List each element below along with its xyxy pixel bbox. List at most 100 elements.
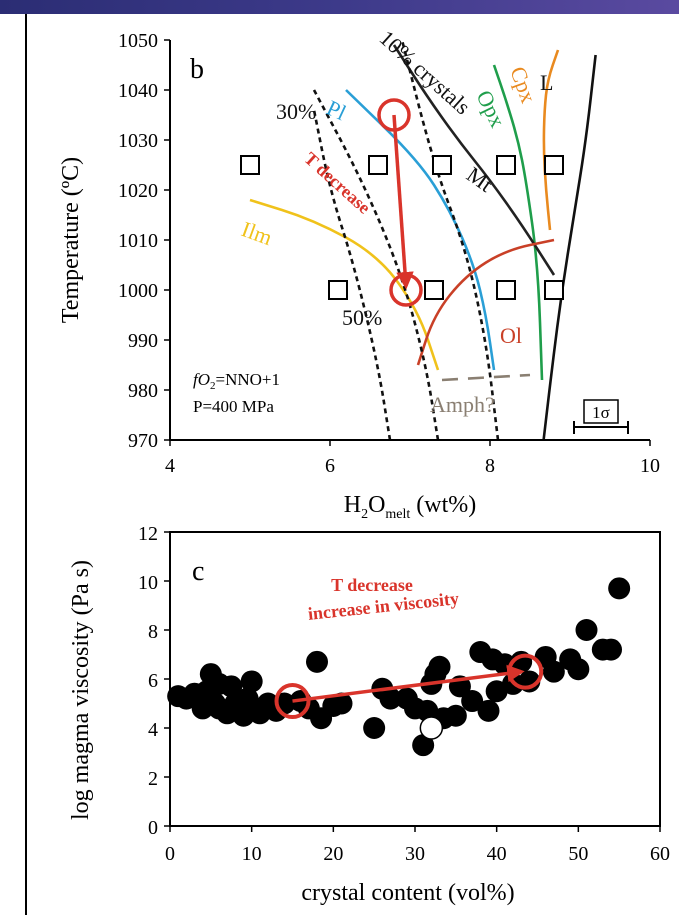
data-point <box>575 619 598 641</box>
curve-amph <box>441 373 531 382</box>
experiment-square <box>432 155 452 175</box>
label-30pct: 30% <box>276 99 316 124</box>
panel-c-xtick-label: 30 <box>405 843 425 865</box>
panel-c-ylabel: log magma viscosity (Pa s) <box>68 560 94 820</box>
curve-opx <box>492 64 544 381</box>
data-point <box>600 638 622 661</box>
panel-b-experiments <box>240 155 564 300</box>
trend-start-circle <box>274 683 311 720</box>
experiment-square <box>328 280 348 300</box>
data-point <box>461 690 484 713</box>
panel-b-letter: b <box>190 54 204 85</box>
panel-c-xtick-label: 0 <box>165 843 175 865</box>
top-band <box>0 0 679 14</box>
data-point <box>412 734 435 757</box>
panel-c-ytick-label: 2 <box>148 768 158 790</box>
curve-mt <box>392 44 556 276</box>
panel-c: 0 2 4 6 8 10 12 0 10 20 30 40 50 60 c log magma visco… <box>68 523 670 906</box>
panel-b-xtick-label: 6 <box>325 455 335 477</box>
panel-b-axes <box>169 40 650 441</box>
curve-ilm <box>249 198 440 371</box>
data-point <box>330 692 353 715</box>
experiment-square <box>240 155 260 175</box>
label-t-decrease: T decrease <box>300 148 374 218</box>
panel-c-ytick-label: 8 <box>148 621 158 643</box>
panel-c-letter: c <box>192 556 204 587</box>
panel-c-points <box>167 577 631 757</box>
panel-b-ytick-label: 1000 <box>118 280 158 302</box>
panel-c-xtick-label: 10 <box>242 843 262 865</box>
panel-c-ytick-label: 0 <box>148 817 158 839</box>
label-ilm: Ilm <box>238 216 275 250</box>
data-point <box>567 658 590 681</box>
data-point <box>220 675 243 698</box>
panel-c-ytick-label: 12 <box>138 523 158 545</box>
curve-cpx <box>542 49 560 231</box>
data-point <box>608 577 631 600</box>
panel-b-ytick-label: 1020 <box>118 180 158 202</box>
sigma-errorbar: 1σ <box>573 399 629 434</box>
fo2-note: fO2=NNO+1 <box>193 370 280 392</box>
data-point <box>428 655 451 678</box>
data-point <box>542 660 565 683</box>
panel-c-xtick-label: 40 <box>487 843 507 865</box>
data-point <box>477 699 500 722</box>
data-point <box>232 704 255 727</box>
panel-b: 970 980 990 1000 1010 1020 1030 1040 1050 4 6 8 10 b… <box>58 25 660 522</box>
label-50pct: 50% <box>342 305 382 330</box>
curve-ol <box>416 238 555 366</box>
cooling-arrow <box>392 114 414 290</box>
panel-c-ticks: 0 2 4 6 8 10 12 0 10 20 30 40 50 60 <box>138 523 670 865</box>
trend-arrow <box>292 664 525 703</box>
curve-10-crystals <box>400 39 500 441</box>
panel-b-ylabel: Temperature (ºC) <box>58 157 84 323</box>
panel-b-xtick-label: 8 <box>485 455 495 477</box>
curve-l <box>542 54 597 441</box>
annot-t-decrease: T decrease <box>331 575 413 595</box>
experiment-square <box>368 155 388 175</box>
data-point <box>444 704 467 727</box>
panel-b-curves <box>249 39 597 441</box>
panel-b-xtick-label: 10 <box>640 455 660 477</box>
curve-30 <box>312 89 440 441</box>
data-point <box>363 717 386 739</box>
panel-c-xlabel: crystal content (vol%) <box>301 880 514 906</box>
curve-50 <box>312 109 392 441</box>
panel-c-ytick-label: 10 <box>138 572 158 594</box>
data-point-hollow <box>419 716 444 740</box>
panel-b-cooling-path <box>377 98 423 307</box>
experiment-square <box>496 155 516 175</box>
sigma-label: 1σ <box>592 403 610 422</box>
label-l: L <box>540 70 553 95</box>
panel-c-frame <box>169 531 661 827</box>
panel-c-xtick-label: 20 <box>323 843 343 865</box>
experiment-square <box>544 280 564 300</box>
curve-pl <box>345 89 496 371</box>
label-10pct-crystals: 10% crystals <box>375 25 476 119</box>
experiment-square <box>544 155 564 175</box>
experiment-square <box>496 280 516 300</box>
label-amph: Amph? <box>430 392 495 417</box>
panel-c-xtick-label: 50 <box>568 843 588 865</box>
panel-b-ytick-label: 1030 <box>118 130 158 152</box>
experiment-square <box>424 280 444 300</box>
panel-b-ytick-label: 1010 <box>118 230 158 252</box>
panel-b-ticks: 970 980 990 1000 1010 1020 1030 1040 1050 4 6 8 10 <box>118 30 660 477</box>
panel-b-ytick-label: 970 <box>128 430 158 452</box>
data-point <box>379 687 402 710</box>
panel-b-xtick-label: 4 <box>165 455 175 477</box>
label-mt: Mt <box>462 162 497 197</box>
data-point <box>306 650 328 673</box>
panel-b-xlabel: H2Omelt (wt%) <box>344 492 477 522</box>
pressure-note: P=400 MPa <box>193 397 274 416</box>
data-point <box>236 687 259 710</box>
label-ol: Ol <box>500 323 522 348</box>
panel-b-ytick-label: 990 <box>128 330 158 352</box>
label-pl: Pl <box>323 95 350 125</box>
label-cpx: Cpx <box>505 63 541 106</box>
panel-c-ytick-label: 6 <box>148 670 158 692</box>
panel-b-ytick-label: 1040 <box>118 80 158 102</box>
panel-c-trend <box>274 653 544 720</box>
data-point <box>240 670 263 693</box>
